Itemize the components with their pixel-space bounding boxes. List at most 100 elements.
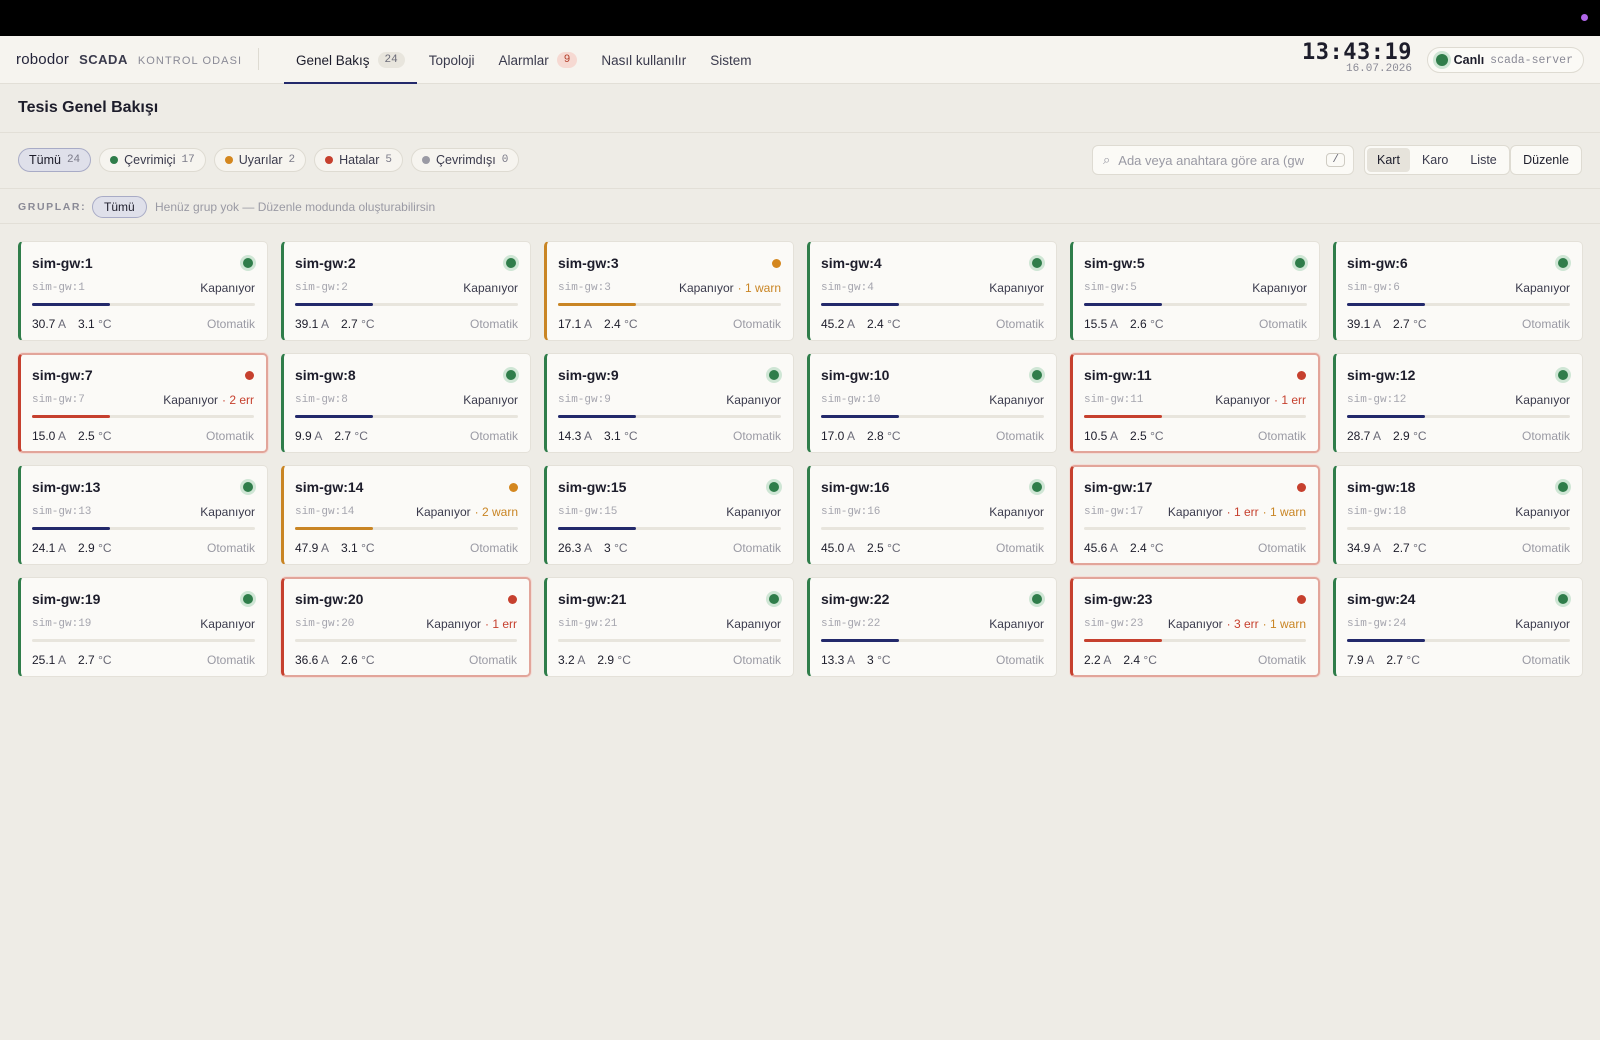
live-status-badge[interactable]: Canlı scada-server [1426,47,1584,73]
current-value: 9.9 [295,429,312,443]
gateway-card[interactable]: sim-gw:21 sim-gw:21 Kapanıyor 3.2 A 2.9 °C Ot… [544,577,794,677]
filter-chip-3[interactable]: Hatalar 5 [314,148,404,172]
progress-track [1084,639,1306,642]
gateway-card[interactable]: sim-gw:2 sim-gw:2 Kapanıyor 39.1 A 2.7 °C Oto… [281,241,531,341]
gateway-card[interactable]: sim-gw:6 sim-gw:6 Kapanıyor 39.1 A 2.7 °C Oto… [1333,241,1583,341]
card-header: sim-gw:20 [295,590,517,608]
gateway-card[interactable]: sim-gw:12 sim-gw:12 Kapanıyor 28.7 A 2.9 °C O… [1333,353,1583,453]
current-value: 28.7 [1347,429,1371,443]
current-unit: A [58,317,67,331]
current-reading: 10.5 A [1084,429,1118,443]
progress-track [821,639,1044,642]
gateway-card[interactable]: sim-gw:20 sim-gw:20 Kapanıyor · 1 err 36.6 A… [281,577,531,677]
gateway-state: Kapanıyor [1167,505,1223,519]
brand-logo[interactable]: robodor [16,51,70,68]
status-dot-icon [772,258,781,268]
tab-nasıl-kullanılır[interactable]: Nasıl kullanılır [589,36,698,84]
current-value: 3.2 [558,653,575,667]
current-value: 17.1 [558,317,582,331]
view-mode-1[interactable]: Karo [1421,153,1449,167]
gateway-card[interactable]: sim-gw:18 sim-gw:18 Kapanıyor 34.9 A 2.7 °C O… [1333,465,1583,565]
brand-scada: SCADA [79,52,128,67]
temperature-reading: 2.7 °C [1393,317,1427,331]
gateway-card[interactable]: sim-gw:1 sim-gw:1 Kapanıyor 30.7 A 3.1 °C Oto… [18,241,268,341]
card-status-row: sim-gw:23 Kapanıyor · 3 err · 1 warn [1084,616,1306,632]
temperature-unit: °C [1150,541,1164,555]
gateway-mode: Otomatik [206,653,255,667]
card-metrics-row: 45.0 A 2.5 °C Otomatik [821,540,1044,556]
view-mode-0[interactable]: Kart [1367,148,1410,172]
gateway-card[interactable]: sim-gw:23 sim-gw:23 Kapanıyor · 3 err · 1 wa… [1070,577,1320,677]
temperature-reading: 2.6 °C [1130,317,1164,331]
main-tabs: Genel Bakış 24 Topoloji Alarmlar 9 Nasıl kull… [284,36,763,84]
card-header: sim-gw:17 [1084,478,1306,496]
gateway-card[interactable]: sim-gw:9 sim-gw:9 Kapanıyor 14.3 A 3.1 °C Oto… [544,353,794,453]
gateway-card[interactable]: sim-gw:13 sim-gw:13 Kapanıyor 24.1 A 2.9 °C O… [18,465,268,565]
gateway-state: Kapanıyor [463,393,518,407]
gateway-card[interactable]: sim-gw:5 sim-gw:5 Kapanıyor 15.5 A 2.6 °C Oto… [1070,241,1320,341]
progress-track [821,303,1044,306]
temperature-value: 2.7 [78,653,95,667]
card-status-row: sim-gw:9 Kapanıyor [558,392,781,408]
search-input[interactable]: ⌕ Ada veya anahtara göre ara (gw / [1092,145,1354,175]
filter-chip-1[interactable]: Çevrimiçi 17 [99,148,206,172]
gateway-card[interactable]: sim-gw:8 sim-gw:8 Kapanıyor 9.9 A 2.7 °C Otom… [281,353,531,453]
progress-track [558,303,781,306]
gateway-mode: Otomatik [469,429,518,443]
status-dot-icon [243,594,253,604]
filter-chip-4[interactable]: Çevrimdışı 0 [411,148,520,172]
progress-track [821,527,1044,530]
current-unit: A [1373,541,1382,555]
current-reading: 26.3 A [558,541,592,555]
edit-button[interactable]: Düzenle [1510,145,1582,175]
gateway-card[interactable]: sim-gw:16 sim-gw:16 Kapanıyor 45.0 A 2.5 °C O… [807,465,1057,565]
filter-chip-2[interactable]: Uyarılar 2 [213,148,307,172]
gateway-card[interactable]: sim-gw:4 sim-gw:4 Kapanıyor 45.2 A 2.4 °C Oto… [807,241,1057,341]
tab-topoloji[interactable]: Topoloji [417,36,487,84]
status-dot-icon [506,258,516,268]
gateway-card[interactable]: sim-gw:7 sim-gw:7 Kapanıyor · 2 err 15.0 A 2.… [18,353,268,453]
gateway-name: sim-gw:11 [1084,367,1152,383]
progress-track [1084,303,1307,306]
temperature-unit: °C [624,429,638,443]
gateway-state: Kapanıyor [163,393,218,407]
page-header: Tesis Genel Bakışı [0,85,1600,133]
tab-sistem[interactable]: Sistem [698,36,763,84]
current-unit: A [584,317,593,331]
gateway-card[interactable]: sim-gw:14 sim-gw:14 Kapanıyor · 2 warn 47.9 … [281,465,531,565]
card-header: sim-gw:3 [558,254,781,272]
tab-label: Topoloji [428,52,475,68]
tab-alarmlar[interactable]: Alarmlar 9 [487,36,590,84]
filter-chip-0[interactable]: Tümü 24 [18,148,92,172]
tab-label: Genel Bakış [296,52,370,68]
tab-genel-bakış[interactable]: Genel Bakış 24 [284,36,417,84]
gateway-card[interactable]: sim-gw:10 sim-gw:10 Kapanıyor 17.0 A 2.8 °C O… [807,353,1057,453]
card-status-row: sim-gw:16 Kapanıyor [821,504,1044,520]
status-dot-icon [110,156,119,164]
card-metrics-row: 30.7 A 3.1 °C Otomatik [32,316,255,332]
temperature-unit: °C [624,317,638,331]
temperature-value: 2.7 [341,317,358,331]
progress-fill [1347,303,1426,306]
temperature-unit: °C [887,317,901,331]
card-status-row: sim-gw:4 Kapanıyor [821,280,1044,296]
current-value: 39.1 [1347,317,1371,331]
gateway-card[interactable]: sim-gw:24 sim-gw:24 Kapanıyor 7.9 A 2.7 °C Ot… [1333,577,1583,677]
gateway-card[interactable]: sim-gw:11 sim-gw:11 Kapanıyor · 1 err 10.5 A… [1070,353,1320,453]
current-unit: A [1110,541,1119,555]
gateway-card[interactable]: sim-gw:19 sim-gw:19 Kapanıyor 25.1 A 2.7 °C O… [18,577,268,677]
card-metrics-row: 2.2 A 2.4 °C Otomatik [1084,652,1306,668]
view-mode-2[interactable]: Liste [1470,153,1497,167]
temperature-unit: °C [614,541,628,555]
gateway-card[interactable]: sim-gw:17 sim-gw:17 Kapanıyor · 1 err · 1 wa… [1070,465,1320,565]
gateway-state: Kapanıyor [415,505,471,519]
current-unit: A [1110,317,1119,331]
gateway-mode: Otomatik [995,317,1044,331]
current-value: 7.9 [1347,653,1364,667]
temperature-unit: °C [361,541,375,555]
clock-date: 16.07.2026 [1345,63,1412,75]
group-chip-all[interactable]: Tümü [92,196,147,218]
